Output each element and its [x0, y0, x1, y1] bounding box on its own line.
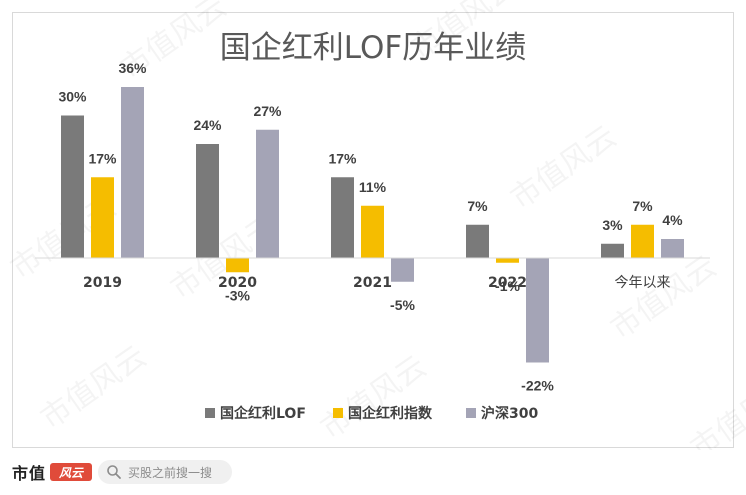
category-label: 2021 [353, 275, 392, 291]
brand-mark: 风云 [50, 463, 93, 481]
bar [661, 239, 684, 258]
bar [631, 224, 654, 258]
data-label: -22% [521, 378, 554, 394]
category-labels-layer: 2019 2020 2021 2022 今年以来 [83, 275, 670, 291]
bar-labels-layer: 30%17%36%24%-3%27%17%11%-5%7%-1%-22%3%7%… [58, 60, 683, 394]
search-placeholder: 买股之前搜一搜 [128, 465, 213, 480]
bar [226, 258, 249, 273]
watermark-text: 市值风云 [35, 339, 153, 436]
bar [361, 205, 384, 258]
data-label: 24% [193, 117, 222, 133]
data-label: 7% [467, 198, 488, 214]
legend-label: 国企红利指数 [348, 405, 433, 422]
data-label: 30% [58, 89, 87, 105]
watermark-text: 市值风云 [505, 119, 623, 216]
data-label: 11% [359, 179, 387, 195]
bar [526, 258, 549, 363]
bar [256, 129, 279, 258]
data-label: 7% [632, 198, 653, 214]
bar [466, 224, 489, 258]
data-label: -3% [225, 287, 250, 303]
bar [61, 115, 84, 258]
legend: 国企红利LOF 国企红利指数 沪深300 [205, 405, 538, 422]
bar [391, 258, 414, 282]
category-label: 2019 [83, 275, 122, 291]
data-label: 3% [602, 217, 623, 233]
category-label: 今年以来 [615, 275, 671, 291]
legend-label: 国企红利LOF [220, 405, 306, 422]
data-label: 4% [662, 212, 683, 228]
bars-layer [61, 87, 684, 363]
search-box[interactable]: 买股之前搜一搜 [98, 460, 232, 484]
search-icon [106, 464, 122, 480]
brand-logo[interactable]: 市值 风云 [12, 460, 93, 484]
bar [91, 177, 114, 258]
data-label: 27% [253, 103, 282, 119]
data-label: 36% [118, 60, 147, 76]
watermark-text: 市值风云 [605, 249, 723, 346]
bar [496, 258, 519, 263]
legend-swatch [205, 408, 215, 418]
bar [196, 144, 219, 258]
watermark-text: 市值风云 [315, 349, 433, 446]
bar [601, 243, 624, 258]
legend-swatch [466, 408, 476, 418]
brand-text: 市值 [12, 464, 47, 483]
legend-swatch [333, 408, 343, 418]
bar [331, 177, 354, 258]
footer-bar: 市值 风云 买股之前搜一搜 [0, 452, 746, 495]
data-label: -5% [390, 297, 415, 313]
data-label: 17% [88, 150, 117, 166]
data-label: -1% [495, 278, 520, 294]
chart: 市值风云市值风云市值风云市值风云市值风云市值风云市值风云市值风云市值风云 国企红… [5, 0, 746, 450]
category-label: 2020 [218, 275, 257, 291]
category-label: 2022 [488, 275, 527, 291]
legend-label: 沪深300 [481, 405, 538, 422]
chart-title: 国企红利LOF历年业绩 [220, 30, 526, 66]
data-label: 17% [328, 150, 357, 166]
watermark-text: 市值风云 [685, 369, 746, 450]
bar [121, 87, 144, 258]
